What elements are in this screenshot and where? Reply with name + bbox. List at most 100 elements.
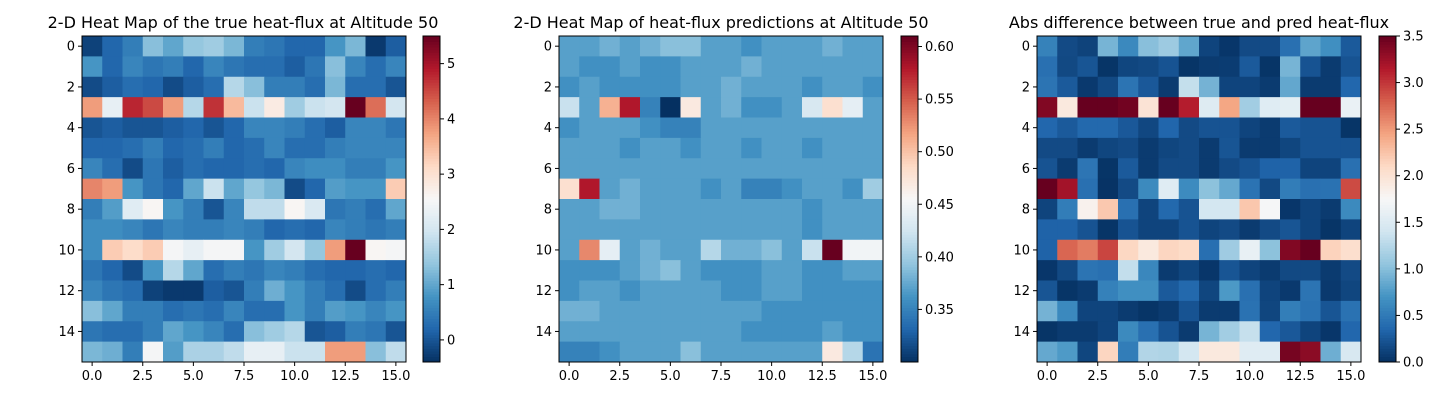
- colorbar-segment: [901, 318, 918, 322]
- heatmap-cell: [1199, 300, 1220, 322]
- colorbar-segment: [901, 299, 918, 303]
- heatmap-cell: [163, 56, 184, 78]
- colorbar-segment: [423, 215, 440, 219]
- colorbar-segment: [1379, 68, 1396, 72]
- heatmap-cell: [599, 199, 621, 220]
- heatmap-cell: [345, 137, 366, 159]
- colorbar-segment: [901, 44, 918, 48]
- colorbar-segment: [1379, 261, 1396, 265]
- heatmap-cell: [365, 178, 387, 200]
- heatmap-cell: [802, 199, 823, 220]
- heatmap-cell: [122, 137, 144, 159]
- heatmap-cell: [183, 300, 204, 322]
- colorbar-segment: [901, 212, 918, 216]
- colorbar-segment: [901, 277, 918, 281]
- colorbar-segment: [423, 242, 440, 246]
- colorbar-segment: [901, 280, 918, 284]
- heatmap-cell: [1037, 199, 1058, 220]
- colorbar-segment: [423, 302, 440, 306]
- heatmap-cell: [660, 178, 681, 200]
- heatmap-cell: [304, 239, 326, 261]
- heatmap-cell: [680, 341, 702, 363]
- heatmap-cell: [781, 117, 803, 139]
- colorbar: 0.35 0.40 0.45 0.50 0.55 0.60: [900, 35, 954, 363]
- x-tick-label: 12.5: [808, 369, 837, 384]
- heatmap-cell: [1077, 219, 1099, 241]
- heatmap-cell: [781, 280, 803, 302]
- colorbar-segment: [901, 41, 918, 45]
- colorbar-segment: [1379, 294, 1396, 298]
- heatmap-cell: [1259, 36, 1281, 57]
- colorbar-segment: [901, 351, 918, 355]
- heatmap-cell: [1239, 239, 1261, 261]
- colorbar-segment: [423, 304, 440, 309]
- colorbar-segment: [1379, 226, 1396, 230]
- heatmap-cell: [102, 76, 123, 98]
- heatmap-cell: [1097, 56, 1119, 78]
- heatmap-cell: [304, 76, 326, 98]
- colorbar-segment: [1379, 272, 1396, 276]
- colorbar-segment: [1379, 95, 1396, 99]
- heatmap-cell: [660, 219, 681, 241]
- colorbar-segment: [1379, 342, 1396, 347]
- colorbar-segment: [901, 55, 918, 59]
- heatmap-cell: [1097, 97, 1119, 118]
- heatmap-cell: [579, 137, 600, 159]
- heatmap-cell: [1259, 97, 1281, 118]
- heatmap-cell: [1320, 158, 1342, 180]
- colorbar-segment: [1379, 76, 1396, 80]
- heatmap-cell: [619, 137, 641, 159]
- heatmap-cell: [741, 56, 762, 78]
- heatmap-cell: [1037, 76, 1058, 98]
- heatmap-cell: [741, 137, 762, 159]
- heatmap-cell: [1280, 280, 1301, 302]
- colorbar-segment: [901, 158, 918, 162]
- heatmap-cell: [1158, 219, 1180, 241]
- y-tick-label: 4: [544, 121, 552, 136]
- colorbar-segment: [423, 103, 440, 108]
- heatmap-cell: [102, 178, 123, 200]
- heatmap-cell: [163, 97, 184, 118]
- heatmap-cell: [1158, 76, 1180, 98]
- colorbar-segment: [423, 133, 440, 138]
- heatmap-cell: [1178, 300, 1200, 322]
- heatmap-cell: [741, 36, 762, 57]
- colorbar-segment: [1379, 285, 1396, 290]
- colorbar-segment: [1379, 133, 1396, 138]
- heatmap-cell: [660, 97, 681, 118]
- colorbar-segment: [901, 356, 918, 360]
- heatmap-cell: [579, 239, 600, 261]
- heatmap-cell: [599, 36, 621, 57]
- colorbar-segment: [901, 185, 918, 189]
- heatmap-cell: [559, 199, 580, 220]
- heatmap-cell: [1158, 321, 1180, 343]
- colorbar-segment: [423, 313, 440, 317]
- heatmap-cell: [304, 321, 326, 343]
- heatmap-cell: [264, 219, 285, 241]
- heatmap-cell: [1077, 117, 1099, 139]
- colorbar-segment: [423, 237, 440, 241]
- colorbar-segment: [1379, 128, 1396, 132]
- heatmap-cell: [862, 239, 884, 261]
- heatmap-cell: [660, 280, 681, 302]
- heatmap-cell: [1199, 97, 1220, 118]
- colorbar-segment: [423, 264, 440, 268]
- heatmap-cell: [365, 341, 387, 363]
- heatmap-cell: [163, 117, 184, 139]
- heatmap-cell: [842, 219, 864, 241]
- heatmap-cell: [1037, 137, 1058, 159]
- heatmap-cell: [142, 341, 164, 363]
- heatmap-cell: [1057, 341, 1078, 363]
- colorbar-segment: [1379, 280, 1396, 284]
- heatmap-cell: [1239, 158, 1261, 180]
- colorbar-segment: [1379, 318, 1396, 322]
- heatmap-cell: [822, 137, 843, 159]
- y-tick-label: 6: [1022, 162, 1030, 177]
- heatmap-cell: [82, 219, 103, 241]
- heatmap-cell: [822, 280, 843, 302]
- colorbar-segment: [423, 147, 440, 151]
- colorbar-segment: [1379, 79, 1396, 83]
- heatmap-cell: [842, 137, 864, 159]
- heatmap-cell: [599, 239, 621, 261]
